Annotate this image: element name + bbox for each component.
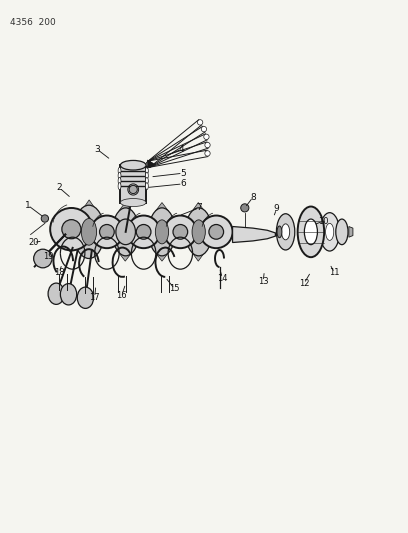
Text: 5: 5: [180, 169, 186, 177]
Ellipse shape: [204, 134, 209, 140]
Text: 19: 19: [43, 253, 53, 261]
Text: 3: 3: [94, 145, 100, 154]
Polygon shape: [84, 200, 95, 259]
Polygon shape: [156, 203, 168, 261]
Text: 10: 10: [318, 217, 328, 225]
Ellipse shape: [282, 224, 290, 240]
Text: 13: 13: [258, 277, 268, 286]
Ellipse shape: [155, 220, 169, 244]
Text: 4: 4: [179, 145, 184, 154]
Ellipse shape: [298, 207, 324, 257]
Ellipse shape: [112, 208, 139, 256]
Ellipse shape: [320, 213, 339, 251]
Text: 9: 9: [274, 205, 279, 213]
Ellipse shape: [146, 161, 152, 167]
Ellipse shape: [48, 283, 64, 304]
Ellipse shape: [185, 208, 212, 256]
Ellipse shape: [120, 160, 146, 170]
Text: 17: 17: [89, 293, 100, 302]
Polygon shape: [193, 203, 204, 261]
Text: 7: 7: [196, 204, 202, 212]
Circle shape: [62, 220, 81, 239]
Ellipse shape: [197, 120, 203, 125]
Ellipse shape: [146, 161, 152, 167]
Text: 8: 8: [250, 193, 256, 201]
Circle shape: [50, 208, 93, 251]
Circle shape: [100, 224, 114, 239]
Ellipse shape: [145, 167, 149, 174]
Text: 18: 18: [54, 269, 64, 277]
Ellipse shape: [77, 287, 93, 309]
Ellipse shape: [192, 220, 205, 244]
Text: 14: 14: [217, 274, 228, 282]
Ellipse shape: [128, 184, 139, 195]
Circle shape: [136, 224, 151, 239]
Text: 2: 2: [56, 183, 62, 192]
Text: 15: 15: [169, 285, 180, 293]
Circle shape: [209, 224, 224, 239]
Circle shape: [91, 215, 123, 248]
Circle shape: [164, 215, 197, 248]
Text: 1: 1: [25, 201, 31, 209]
Ellipse shape: [145, 172, 149, 179]
Polygon shape: [119, 203, 131, 261]
Circle shape: [127, 215, 160, 248]
Polygon shape: [147, 160, 155, 168]
Ellipse shape: [120, 199, 146, 207]
Text: 12: 12: [299, 279, 309, 288]
Ellipse shape: [118, 167, 121, 174]
Ellipse shape: [118, 183, 121, 190]
Ellipse shape: [277, 226, 282, 238]
Ellipse shape: [326, 223, 334, 240]
Ellipse shape: [33, 249, 52, 268]
Text: 4356  200: 4356 200: [10, 18, 56, 27]
Text: 11: 11: [329, 269, 340, 277]
Ellipse shape: [149, 208, 175, 256]
Ellipse shape: [201, 126, 206, 132]
Circle shape: [41, 215, 49, 222]
Ellipse shape: [81, 219, 97, 245]
Text: 20: 20: [28, 238, 39, 247]
Ellipse shape: [145, 177, 149, 184]
Ellipse shape: [119, 220, 132, 244]
Ellipse shape: [276, 214, 295, 250]
Ellipse shape: [146, 161, 152, 167]
Circle shape: [241, 204, 249, 212]
Ellipse shape: [118, 172, 121, 179]
Ellipse shape: [336, 219, 348, 245]
Circle shape: [173, 224, 188, 239]
Ellipse shape: [74, 205, 104, 259]
Text: 6: 6: [180, 180, 186, 188]
Ellipse shape: [118, 177, 121, 184]
Polygon shape: [349, 227, 353, 237]
Ellipse shape: [145, 183, 149, 190]
Ellipse shape: [116, 219, 135, 245]
Polygon shape: [233, 227, 275, 243]
Ellipse shape: [60, 284, 77, 305]
Circle shape: [200, 215, 233, 248]
Ellipse shape: [205, 142, 210, 148]
Text: 16: 16: [116, 292, 127, 300]
Ellipse shape: [146, 161, 152, 167]
Ellipse shape: [205, 151, 210, 156]
Ellipse shape: [146, 161, 152, 167]
Circle shape: [129, 185, 137, 193]
Ellipse shape: [304, 219, 317, 245]
Polygon shape: [120, 165, 146, 203]
